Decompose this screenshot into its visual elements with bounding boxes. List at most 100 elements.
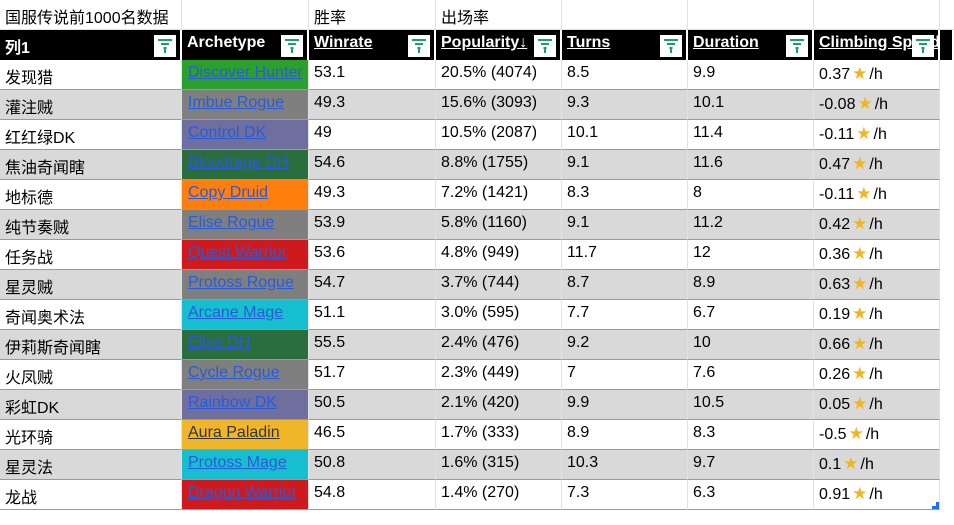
climbing-speed-cell[interactable]: 0.63 ★/h <box>814 270 940 300</box>
empty-cell[interactable] <box>562 0 688 30</box>
turns-cell[interactable]: 7 <box>562 360 688 390</box>
duration-cell[interactable]: 10 <box>688 330 814 360</box>
column-header[interactable]: Turns <box>562 30 688 60</box>
turns-cell[interactable]: 10.3 <box>562 450 688 480</box>
popularity-cn-label[interactable]: 出场率 <box>436 0 562 30</box>
archetype-cell[interactable]: Quest Warrior <box>182 240 309 270</box>
winrate-cell[interactable]: 53.1 <box>309 60 436 90</box>
empty-cell[interactable] <box>940 120 954 150</box>
climbing-speed-cell[interactable]: 0.42 ★/h <box>814 210 940 240</box>
winrate-cell[interactable]: 54.6 <box>309 150 436 180</box>
deck-name-cell[interactable]: 伊莉斯奇闻瞎 <box>0 330 182 360</box>
winrate-cell[interactable]: 54.8 <box>309 480 436 510</box>
duration-cell[interactable]: 8 <box>688 180 814 210</box>
archetype-link[interactable]: Elise DH <box>188 334 251 351</box>
deck-name-cell[interactable]: 红红绿DK <box>0 120 182 150</box>
duration-cell[interactable]: 6.7 <box>688 300 814 330</box>
winrate-cell[interactable]: 51.1 <box>309 300 436 330</box>
empty-cell[interactable] <box>940 270 954 300</box>
climbing-speed-cell[interactable]: 0.36 ★/h <box>814 240 940 270</box>
turns-cell[interactable]: 8.3 <box>562 180 688 210</box>
turns-cell[interactable]: 7.7 <box>562 300 688 330</box>
deck-name-cell[interactable]: 纯节奏贼 <box>0 210 182 240</box>
popularity-cell[interactable]: 3.7% (744) <box>436 270 562 300</box>
column-header-label[interactable]: Archetype <box>187 34 266 51</box>
climbing-speed-cell[interactable]: 0.1 ★/h <box>814 450 940 480</box>
climbing-speed-cell[interactable]: -0.5 ★/h <box>814 420 940 450</box>
duration-cell[interactable]: 10.1 <box>688 90 814 120</box>
empty-cell[interactable] <box>940 300 954 330</box>
empty-cell[interactable] <box>182 0 309 30</box>
archetype-cell[interactable]: Discover Hunter <box>182 60 309 90</box>
popularity-cell[interactable]: 2.4% (476) <box>436 330 562 360</box>
deck-name-cell[interactable]: 奇闻奥术法 <box>0 300 182 330</box>
winrate-cell[interactable]: 49 <box>309 120 436 150</box>
column-header-label[interactable]: Popularity↓ <box>441 34 528 51</box>
archetype-link[interactable]: Discover Hunter <box>188 64 303 81</box>
popularity-cell[interactable]: 5.8% (1160) <box>436 210 562 240</box>
empty-cell[interactable] <box>940 480 954 510</box>
popularity-cell[interactable]: 8.8% (1755) <box>436 150 562 180</box>
turns-cell[interactable]: 9.3 <box>562 90 688 120</box>
column-header-label[interactable]: 列1 <box>5 40 30 57</box>
empty-cell[interactable] <box>940 60 954 90</box>
deck-name-cell[interactable]: 星灵贼 <box>0 270 182 300</box>
winrate-cell[interactable]: 50.5 <box>309 390 436 420</box>
archetype-link[interactable]: Quest Warrior <box>188 244 287 261</box>
archetype-link[interactable]: Protoss Rogue <box>188 274 294 291</box>
empty-cell[interactable] <box>940 390 954 420</box>
duration-cell[interactable]: 6.3 <box>688 480 814 510</box>
archetype-cell[interactable]: Cycle Rogue <box>182 360 309 390</box>
column-header[interactable]: 列1 <box>0 30 182 60</box>
winrate-cell[interactable]: 49.3 <box>309 180 436 210</box>
turns-cell[interactable]: 10.1 <box>562 120 688 150</box>
column-header[interactable]: Popularity↓ <box>436 30 562 60</box>
popularity-cell[interactable]: 7.2% (1421) <box>436 180 562 210</box>
empty-cell[interactable] <box>940 90 954 120</box>
deck-name-cell[interactable]: 龙战 <box>0 480 182 510</box>
popularity-cell[interactable]: 4.8% (949) <box>436 240 562 270</box>
turns-cell[interactable]: 9.2 <box>562 330 688 360</box>
popularity-cell[interactable]: 1.4% (270) <box>436 480 562 510</box>
deck-name-cell[interactable]: 焦油奇闻瞎 <box>0 150 182 180</box>
empty-cell[interactable] <box>940 0 954 30</box>
turns-cell[interactable]: 9.1 <box>562 210 688 240</box>
filter-icon[interactable] <box>534 35 556 57</box>
popularity-cell[interactable]: 1.6% (315) <box>436 450 562 480</box>
empty-cell[interactable] <box>814 0 940 30</box>
empty-cell[interactable] <box>940 420 954 450</box>
popularity-cell[interactable]: 20.5% (4074) <box>436 60 562 90</box>
winrate-cell[interactable]: 46.5 <box>309 420 436 450</box>
deck-name-cell[interactable]: 光环骑 <box>0 420 182 450</box>
duration-cell[interactable]: 9.9 <box>688 60 814 90</box>
archetype-cell[interactable]: Arcane Mage <box>182 300 309 330</box>
duration-cell[interactable]: 11.4 <box>688 120 814 150</box>
deck-name-cell[interactable]: 彩虹DK <box>0 390 182 420</box>
column-header-label[interactable]: Climbing Speed <box>819 34 940 51</box>
climbing-speed-cell[interactable]: 0.91 ★/h <box>814 480 940 510</box>
popularity-cell[interactable]: 3.0% (595) <box>436 300 562 330</box>
winrate-cell[interactable]: 55.5 <box>309 330 436 360</box>
archetype-cell[interactable]: Dragon Warrior <box>182 480 309 510</box>
archetype-link[interactable]: Bloodrage DH <box>188 154 289 171</box>
turns-cell[interactable]: 11.7 <box>562 240 688 270</box>
climbing-speed-cell[interactable]: -0.11 ★/h <box>814 120 940 150</box>
archetype-cell[interactable]: Control DK <box>182 120 309 150</box>
winrate-cell[interactable]: 53.9 <box>309 210 436 240</box>
deck-name-cell[interactable]: 地标德 <box>0 180 182 210</box>
winrate-cell[interactable]: 50.8 <box>309 450 436 480</box>
climbing-speed-cell[interactable]: -0.08 ★/h <box>814 90 940 120</box>
archetype-link[interactable]: Imbue Rogue <box>188 94 285 111</box>
turns-cell[interactable]: 8.7 <box>562 270 688 300</box>
filter-icon[interactable] <box>660 35 682 57</box>
archetype-link[interactable]: Cycle Rogue <box>188 364 280 381</box>
filter-icon[interactable] <box>281 35 303 57</box>
winrate-cell[interactable]: 49.3 <box>309 90 436 120</box>
climbing-speed-cell[interactable]: 0.47 ★/h <box>814 150 940 180</box>
archetype-cell[interactable]: Elise Rogue <box>182 210 309 240</box>
empty-cell[interactable] <box>940 210 954 240</box>
archetype-link[interactable]: Copy Druid <box>188 184 269 201</box>
filter-icon[interactable] <box>786 35 808 57</box>
archetype-link[interactable]: Rainbow DK <box>188 394 277 411</box>
archetype-cell[interactable]: Elise DH <box>182 330 309 360</box>
